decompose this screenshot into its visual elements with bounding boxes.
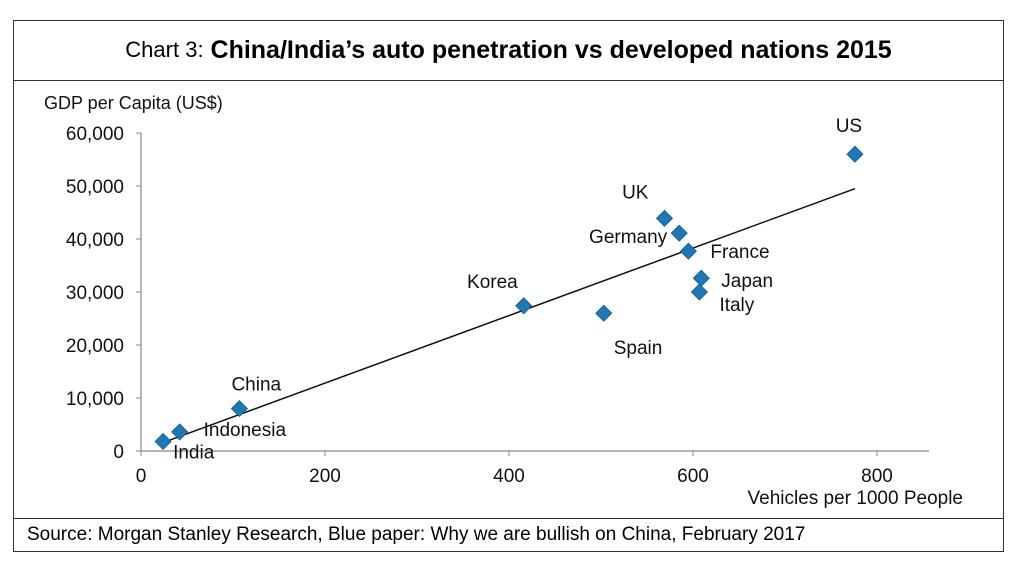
data-point-us [846,145,864,163]
data-point-korea [515,297,533,315]
data-point-germany [670,224,688,242]
data-point-uk [655,209,674,227]
point-label-italy: Italy [719,295,754,316]
point-label-germany: Germany [589,227,668,248]
chart-title: Chart 3: China/India’s auto penetration … [13,20,1004,81]
title-main: China/India’s auto penetration vs develo… [210,35,892,64]
data-point-france [679,242,697,260]
data-point-indonesia [171,423,189,441]
data-point-india [154,432,172,451]
title-prefix: Chart 3: [125,37,204,62]
y-axis-label: GDP per Capita (US$) [44,93,223,113]
y-tick-label: 30,000 [66,283,124,304]
data-point-japan [692,269,710,287]
point-label-india: India [173,442,215,463]
source-note: Source: Morgan Stanley Research, Blue pa… [13,518,1004,552]
point-label-france: France [710,242,769,263]
y-tick-label: 50,000 [66,177,124,198]
chart-frame [13,20,1004,552]
point-label-us: US [836,116,862,137]
x-tick-label: 0 [136,466,147,487]
point-label-china: China [231,375,281,396]
point-label-spain: Spain [614,338,663,359]
data-point-china [230,400,249,418]
x-axis-label: Vehicles per 1000 People [748,488,964,509]
trendline [162,187,856,444]
x-tick-label: 600 [677,466,709,487]
y-tick-label: 60,000 [66,124,124,145]
y-tick-label: 10,000 [66,389,124,410]
y-tick-label: 0 [113,442,124,463]
point-label-japan: Japan [721,271,773,292]
point-label-korea: Korea [467,272,518,293]
x-tick-label: 200 [309,466,341,487]
point-label-uk: UK [622,182,649,203]
y-tick-label: 40,000 [66,230,124,251]
x-tick-label: 800 [861,466,893,487]
x-tick-label: 400 [493,466,525,487]
point-label-indonesia: Indonesia [204,420,287,441]
data-point-spain [595,304,613,322]
y-tick-label: 20,000 [66,336,124,357]
data-point-italy [690,283,709,301]
